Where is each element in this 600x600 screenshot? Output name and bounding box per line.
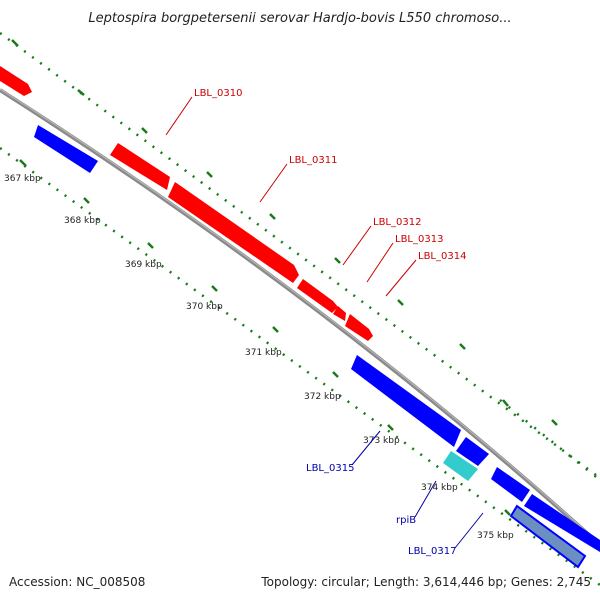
- leader-lbl-0313: [366, 242, 394, 283]
- scale-label-372: 372 kbp: [304, 392, 341, 402]
- scale-label-367: 367 kbp: [4, 174, 41, 184]
- inner-major-tick: [272, 326, 279, 333]
- inner-major-tick: [211, 285, 218, 292]
- leader-lbl-0310: [165, 96, 193, 136]
- gene-lbl-0309[interactable]: [0, 66, 32, 96]
- gene-lbl-0318[interactable]: [524, 494, 600, 552]
- genome-backbone-highlight: [0, 88, 600, 545]
- gene-label-lbl-0311[interactable]: LBL_0311: [289, 155, 337, 166]
- inner-major-tick: [387, 424, 394, 431]
- outer-tick-ring: [0, 31, 600, 480]
- outer-major-tick: [77, 89, 85, 96]
- outer-major-tick: [141, 127, 148, 134]
- gene-lbl-0317-blue[interactable]: [491, 467, 530, 502]
- scale-label-375: 375 kbp: [477, 531, 514, 541]
- leader-lbl-0315: [351, 430, 381, 466]
- inner-major-tick: [332, 371, 339, 378]
- gene-lbl-0316-blue[interactable]: [456, 437, 489, 466]
- gene-label-lbl-0313[interactable]: LBL_0313: [395, 234, 443, 245]
- scale-label-369: 369 kbp: [125, 260, 162, 270]
- inner-major-tick: [504, 509, 511, 516]
- leader-rpib: [414, 480, 437, 518]
- outer-major-tick: [334, 257, 341, 264]
- inner-major-tick: [19, 159, 27, 167]
- outer-major-tick: [551, 419, 558, 426]
- gene-label-lbl-0314[interactable]: LBL_0314: [418, 251, 466, 262]
- accession-text: Accession: NC_008508: [9, 575, 145, 589]
- gene-label-lbl-0317[interactable]: LBL_0317: [408, 546, 456, 557]
- topology-summary-text: Topology: circular; Length: 3,614,446 bp…: [260, 575, 591, 589]
- gene-lbl-0310[interactable]: [110, 143, 170, 190]
- outer-major-tick: [397, 299, 404, 306]
- genome-backbone: [0, 88, 600, 547]
- outer-major-tick: [269, 213, 276, 220]
- gene-lbl-0311[interactable]: [168, 182, 299, 283]
- gene-lbl-0314[interactable]: [345, 314, 373, 341]
- leader-lbl-0312: [342, 225, 372, 266]
- gene-rpib[interactable]: [443, 451, 478, 481]
- leader-lbl-0311: [259, 163, 288, 203]
- outer-major-tick: [502, 399, 509, 407]
- inner-major-tick: [83, 197, 90, 204]
- gene-lbl-0313[interactable]: [333, 306, 346, 321]
- outer-major-tick: [11, 39, 19, 47]
- scale-label-373: 373 kbp: [363, 436, 400, 446]
- inner-tick-ring: [0, 146, 600, 587]
- scale-label-371: 371 kbp: [245, 348, 282, 358]
- outer-major-tick: [459, 343, 466, 350]
- gene-label-lbl-0310[interactable]: LBL_0310: [194, 88, 242, 99]
- gene-lbl-0312[interactable]: [297, 279, 338, 313]
- outer-major-tick: [206, 171, 213, 178]
- scale-label-374: 374 kbp: [421, 483, 458, 493]
- map-title: Leptospira borgpetersenii serovar Hardjo…: [88, 11, 511, 26]
- gene-label-lbl-0312[interactable]: LBL_0312: [373, 217, 421, 228]
- leader-lbl-0314: [385, 259, 417, 297]
- scale-label-368: 368 kbp: [64, 216, 101, 226]
- scale-label-370: 370 kbp: [186, 302, 223, 312]
- inner-major-tick: [147, 242, 154, 249]
- gene-label-lbl-0315[interactable]: LBL_0315: [306, 463, 354, 474]
- gene-lbl-0317-selected[interactable]: [509, 504, 587, 569]
- gene-lbl-0308[interactable]: [34, 125, 98, 173]
- gene-lbl-0315[interactable]: [351, 355, 461, 447]
- gene-label-rpib[interactable]: rpiB: [396, 515, 416, 526]
- leader-lbl-0317: [454, 512, 484, 549]
